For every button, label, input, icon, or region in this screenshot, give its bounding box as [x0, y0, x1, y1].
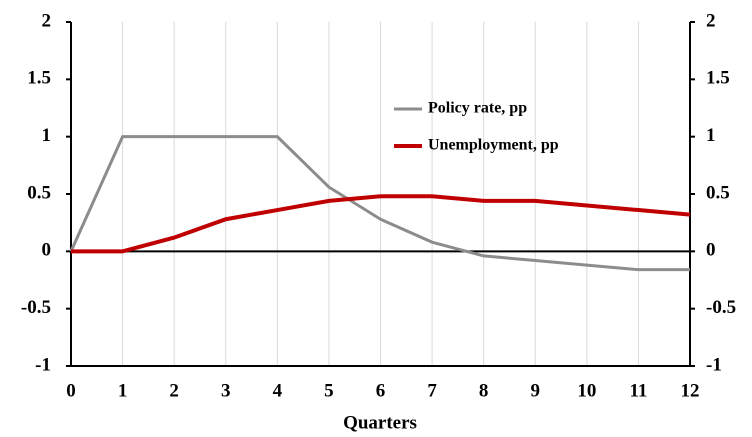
- x-axis-title: Quarters: [343, 412, 417, 433]
- y2-tick-label: 2: [706, 10, 716, 31]
- x-tick-label: 1: [118, 380, 128, 401]
- y2-tick-label: 0.5: [706, 182, 730, 203]
- y-tick-label: -1: [35, 354, 51, 375]
- y-tick-label: -0.5: [21, 297, 51, 318]
- series-line: [71, 194, 691, 254]
- y2-tick-label: 1: [706, 125, 716, 146]
- y2-tick-label: 0: [706, 240, 716, 261]
- y-tick-label: 0: [42, 240, 52, 261]
- x-tick-label: 12: [681, 380, 700, 401]
- y2-tick-label: -1: [706, 354, 722, 375]
- x-tick-label: 8: [479, 380, 489, 401]
- y2-tick-label: 1.5: [706, 68, 730, 89]
- legend-label: Policy rate, pp: [428, 100, 527, 117]
- x-tick-label: 0: [66, 380, 76, 401]
- y-tick-label: 1: [42, 125, 52, 146]
- y-tick-label: 1.5: [27, 68, 51, 89]
- y-tick-label: 2: [42, 10, 52, 31]
- x-tick-label: 10: [577, 380, 596, 401]
- y2-tick-label: -0.5: [706, 297, 736, 318]
- x-tick-label: 11: [629, 380, 647, 401]
- y-tick-label: 0.5: [27, 182, 51, 203]
- series-line: [69, 135, 690, 272]
- x-tick-label: 5: [324, 380, 334, 401]
- x-tick-label: 9: [531, 380, 541, 401]
- x-tick-label: 7: [427, 380, 437, 401]
- x-tick-label: 4: [273, 380, 283, 401]
- x-tick-label: 6: [376, 380, 386, 401]
- x-tick-label: 2: [169, 380, 179, 401]
- legend-label: Unemployment, pp: [428, 137, 559, 154]
- x-tick-label: 3: [221, 380, 231, 401]
